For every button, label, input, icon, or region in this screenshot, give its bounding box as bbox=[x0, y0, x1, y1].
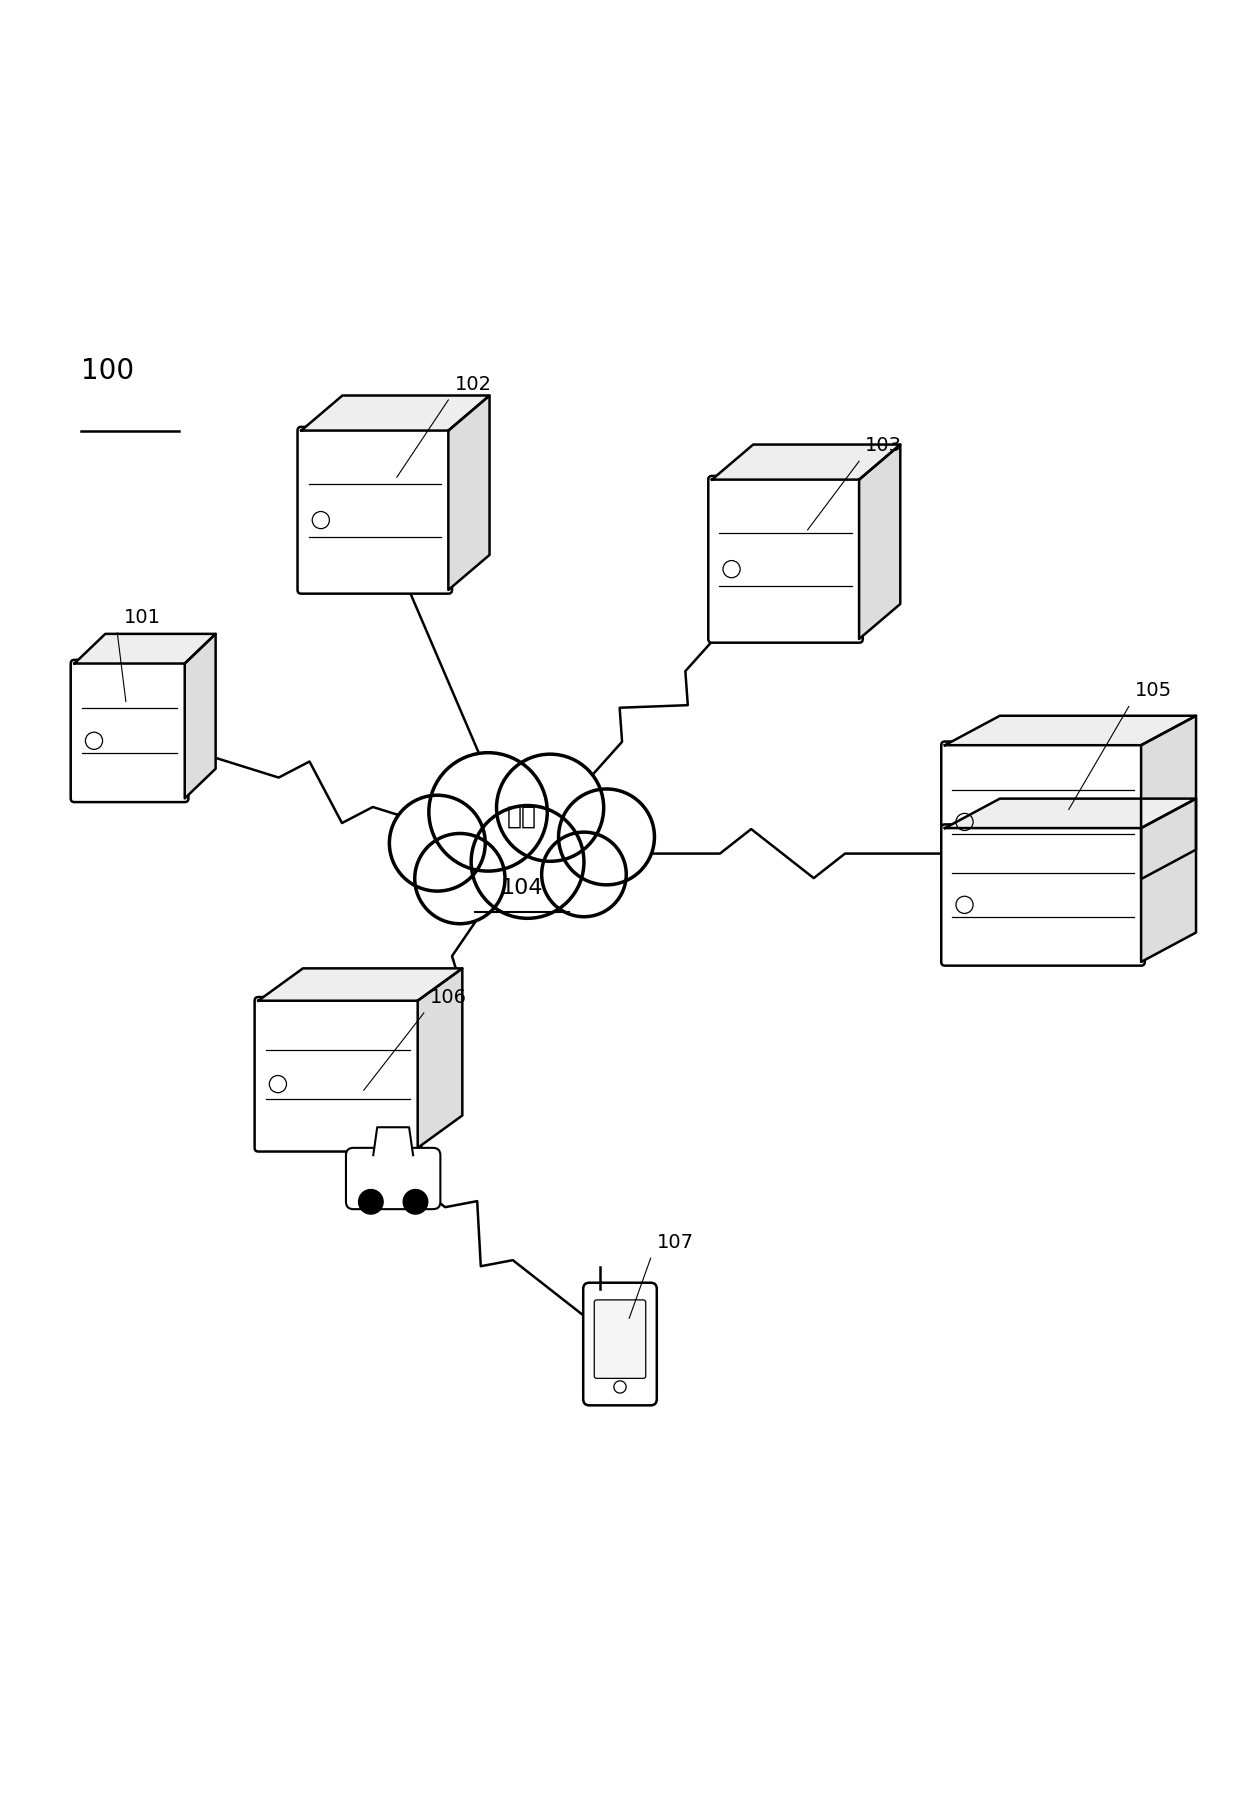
Polygon shape bbox=[945, 798, 1197, 828]
Polygon shape bbox=[185, 635, 216, 798]
Text: 106: 106 bbox=[430, 988, 467, 1008]
Text: 100: 100 bbox=[81, 357, 134, 385]
Circle shape bbox=[558, 789, 655, 886]
Text: 101: 101 bbox=[124, 608, 160, 628]
Polygon shape bbox=[1141, 798, 1197, 963]
FancyBboxPatch shape bbox=[941, 825, 1145, 966]
Circle shape bbox=[542, 832, 626, 916]
Circle shape bbox=[414, 834, 505, 923]
Text: 105: 105 bbox=[1135, 681, 1172, 701]
Circle shape bbox=[403, 1189, 428, 1214]
FancyBboxPatch shape bbox=[71, 660, 188, 801]
Text: 103: 103 bbox=[866, 436, 903, 455]
FancyBboxPatch shape bbox=[346, 1148, 440, 1208]
Circle shape bbox=[429, 753, 547, 871]
FancyBboxPatch shape bbox=[708, 475, 863, 642]
Polygon shape bbox=[712, 445, 900, 479]
Circle shape bbox=[389, 796, 485, 891]
Text: 102: 102 bbox=[455, 375, 491, 394]
Circle shape bbox=[471, 805, 584, 918]
Polygon shape bbox=[301, 396, 490, 430]
FancyBboxPatch shape bbox=[583, 1282, 657, 1406]
Polygon shape bbox=[418, 968, 463, 1148]
Polygon shape bbox=[258, 968, 463, 1000]
FancyBboxPatch shape bbox=[594, 1300, 646, 1379]
Polygon shape bbox=[945, 715, 1197, 746]
Text: 107: 107 bbox=[657, 1234, 694, 1252]
Polygon shape bbox=[74, 635, 216, 663]
Polygon shape bbox=[859, 445, 900, 638]
Circle shape bbox=[358, 1189, 383, 1214]
FancyBboxPatch shape bbox=[298, 427, 453, 593]
Text: 网络: 网络 bbox=[507, 805, 537, 828]
FancyBboxPatch shape bbox=[941, 742, 1145, 882]
Polygon shape bbox=[1141, 715, 1197, 879]
Polygon shape bbox=[373, 1128, 413, 1155]
Text: 104: 104 bbox=[501, 879, 543, 898]
Circle shape bbox=[496, 755, 604, 861]
FancyBboxPatch shape bbox=[254, 997, 422, 1151]
Polygon shape bbox=[449, 396, 490, 590]
